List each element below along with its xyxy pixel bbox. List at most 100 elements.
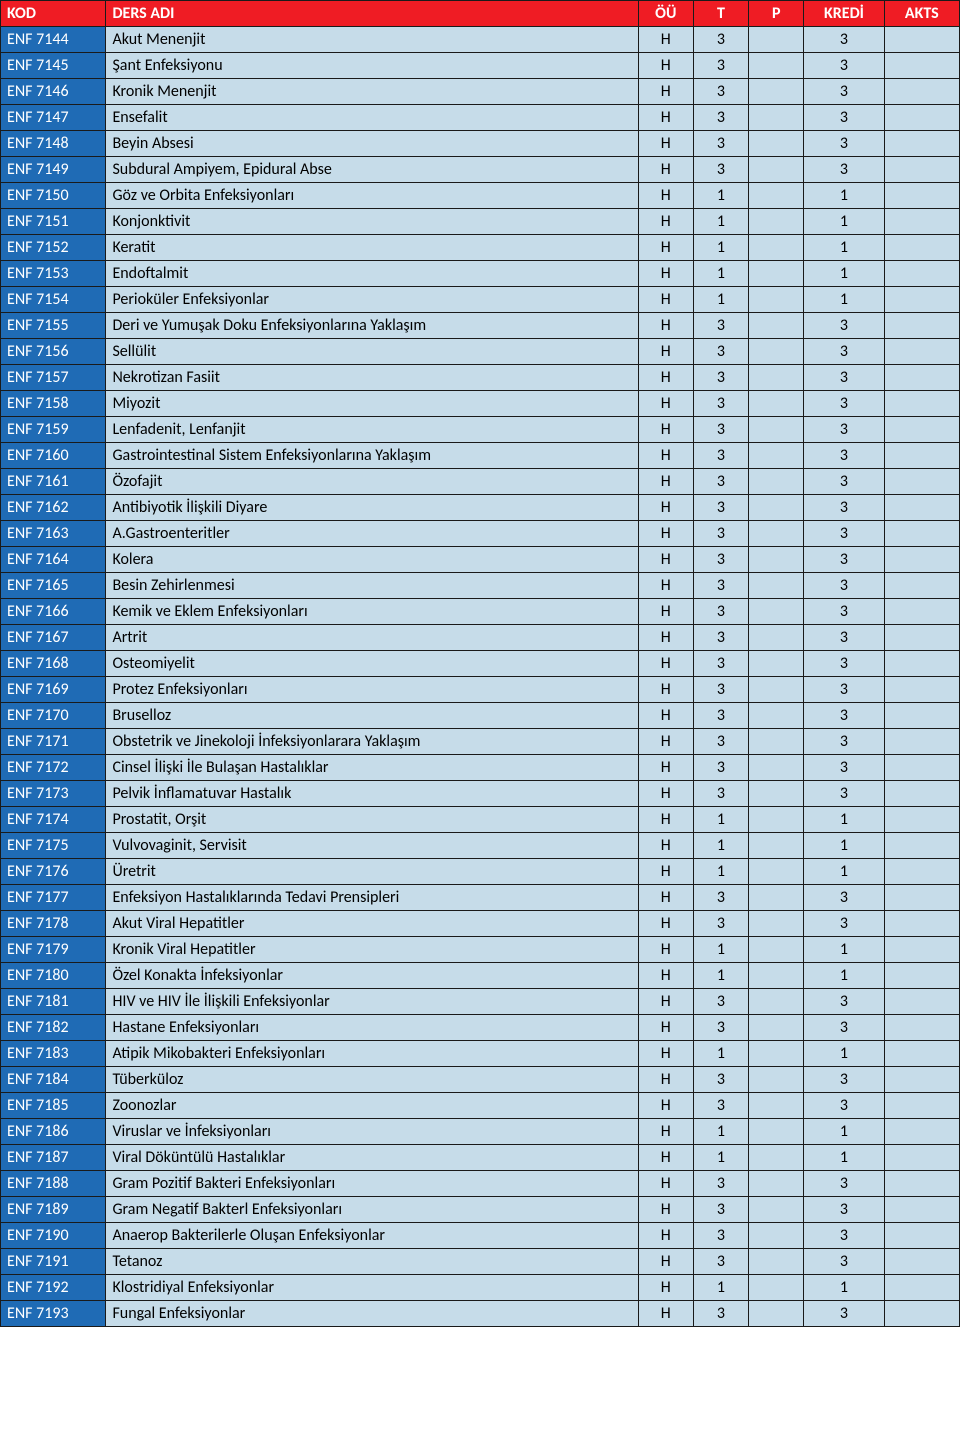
cell-kredi: 3 (804, 547, 884, 573)
cell-p (749, 495, 804, 521)
cell-p (749, 53, 804, 79)
table-row: ENF 7159Lenfadenit, LenfanjitH33 (1, 417, 960, 443)
cell-ders: Ensefalit (106, 105, 638, 131)
table-row: ENF 7185ZoonozlarH33 (1, 1093, 960, 1119)
cell-kredi: 3 (804, 131, 884, 157)
cell-ders: Tetanoz (106, 1249, 638, 1275)
cell-ders: Konjonktivit (106, 209, 638, 235)
cell-akts (884, 1275, 959, 1301)
cell-t: 3 (693, 1067, 748, 1093)
cell-t: 3 (693, 729, 748, 755)
cell-p (749, 729, 804, 755)
cell-t: 3 (693, 391, 748, 417)
cell-p (749, 1041, 804, 1067)
table-row: ENF 7189Gram Negatif Bakterl Enfeksiyonl… (1, 1197, 960, 1223)
cell-p (749, 599, 804, 625)
cell-kredi: 1 (804, 235, 884, 261)
cell-t: 3 (693, 989, 748, 1015)
cell-akts (884, 963, 959, 989)
cell-kod: ENF 7169 (1, 677, 106, 703)
cell-kod: ENF 7170 (1, 703, 106, 729)
cell-akts (884, 833, 959, 859)
cell-ders: Bruselloz (106, 703, 638, 729)
cell-kredi: 3 (804, 339, 884, 365)
cell-ou: H (638, 339, 693, 365)
cell-p (749, 391, 804, 417)
cell-akts (884, 79, 959, 105)
cell-kod: ENF 7147 (1, 105, 106, 131)
cell-akts (884, 859, 959, 885)
cell-ders: Artrit (106, 625, 638, 651)
cell-ou: H (638, 1119, 693, 1145)
cell-kredi: 3 (804, 1015, 884, 1041)
table-row: ENF 7146Kronik MenenjitH33 (1, 79, 960, 105)
cell-ou: H (638, 651, 693, 677)
cell-kod: ENF 7145 (1, 53, 106, 79)
cell-ders: Klostridiyal Enfeksiyonlar (106, 1275, 638, 1301)
cell-t: 3 (693, 495, 748, 521)
cell-kod: ENF 7164 (1, 547, 106, 573)
cell-kredi: 3 (804, 1197, 884, 1223)
cell-ou: H (638, 495, 693, 521)
cell-akts (884, 651, 959, 677)
cell-ou: H (638, 547, 693, 573)
cell-kod: ENF 7152 (1, 235, 106, 261)
cell-t: 1 (693, 1145, 748, 1171)
cell-p (749, 1301, 804, 1327)
cell-akts (884, 157, 959, 183)
cell-akts (884, 781, 959, 807)
cell-kod: ENF 7175 (1, 833, 106, 859)
cell-kod: ENF 7149 (1, 157, 106, 183)
table-row: ENF 7183Atipik Mikobakteri Enfeksiyonlar… (1, 1041, 960, 1067)
cell-p (749, 677, 804, 703)
cell-ders: Gram Pozitif Bakteri Enfeksiyonları (106, 1171, 638, 1197)
cell-p (749, 1275, 804, 1301)
cell-ders: Viruslar ve İnfeksiyonları (106, 1119, 638, 1145)
cell-akts (884, 989, 959, 1015)
cell-t: 3 (693, 105, 748, 131)
cell-p (749, 157, 804, 183)
cell-ou: H (638, 1223, 693, 1249)
cell-akts (884, 1093, 959, 1119)
cell-ou: H (638, 989, 693, 1015)
cell-kredi: 3 (804, 573, 884, 599)
cell-kredi: 3 (804, 703, 884, 729)
cell-kredi: 3 (804, 417, 884, 443)
cell-p (749, 131, 804, 157)
cell-kod: ENF 7179 (1, 937, 106, 963)
cell-p (749, 755, 804, 781)
cell-kredi: 3 (804, 651, 884, 677)
cell-kod: ENF 7162 (1, 495, 106, 521)
cell-kod: ENF 7167 (1, 625, 106, 651)
cell-kredi: 3 (804, 599, 884, 625)
cell-ders: Özel Konakta İnfeksiyonlar (106, 963, 638, 989)
cell-t: 3 (693, 573, 748, 599)
cell-ou: H (638, 1067, 693, 1093)
table-row: ENF 7170BrusellozH33 (1, 703, 960, 729)
cell-akts (884, 521, 959, 547)
cell-kredi: 3 (804, 27, 884, 53)
cell-p (749, 1015, 804, 1041)
cell-kod: ENF 7177 (1, 885, 106, 911)
cell-ou: H (638, 599, 693, 625)
table-row: ENF 7160Gastrointestinal Sistem Enfeksiy… (1, 443, 960, 469)
cell-akts (884, 1171, 959, 1197)
cell-ders: Zoonozlar (106, 1093, 638, 1119)
cell-ou: H (638, 911, 693, 937)
cell-kod: ENF 7178 (1, 911, 106, 937)
cell-ders: HIV ve HIV İle İlişkili Enfeksiyonlar (106, 989, 638, 1015)
cell-kredi: 3 (804, 495, 884, 521)
table-row: ENF 7169Protez EnfeksiyonlarıH33 (1, 677, 960, 703)
cell-p (749, 651, 804, 677)
cell-t: 3 (693, 703, 748, 729)
cell-ou: H (638, 1093, 693, 1119)
header-ders: DERS ADI (106, 1, 638, 27)
cell-akts (884, 183, 959, 209)
cell-kod: ENF 7168 (1, 651, 106, 677)
cell-kod: ENF 7158 (1, 391, 106, 417)
table-row: ENF 7163A.GastroenteritlerH33 (1, 521, 960, 547)
cell-kredi: 3 (804, 53, 884, 79)
cell-kredi: 1 (804, 287, 884, 313)
cell-kredi: 3 (804, 1093, 884, 1119)
cell-kredi: 3 (804, 469, 884, 495)
